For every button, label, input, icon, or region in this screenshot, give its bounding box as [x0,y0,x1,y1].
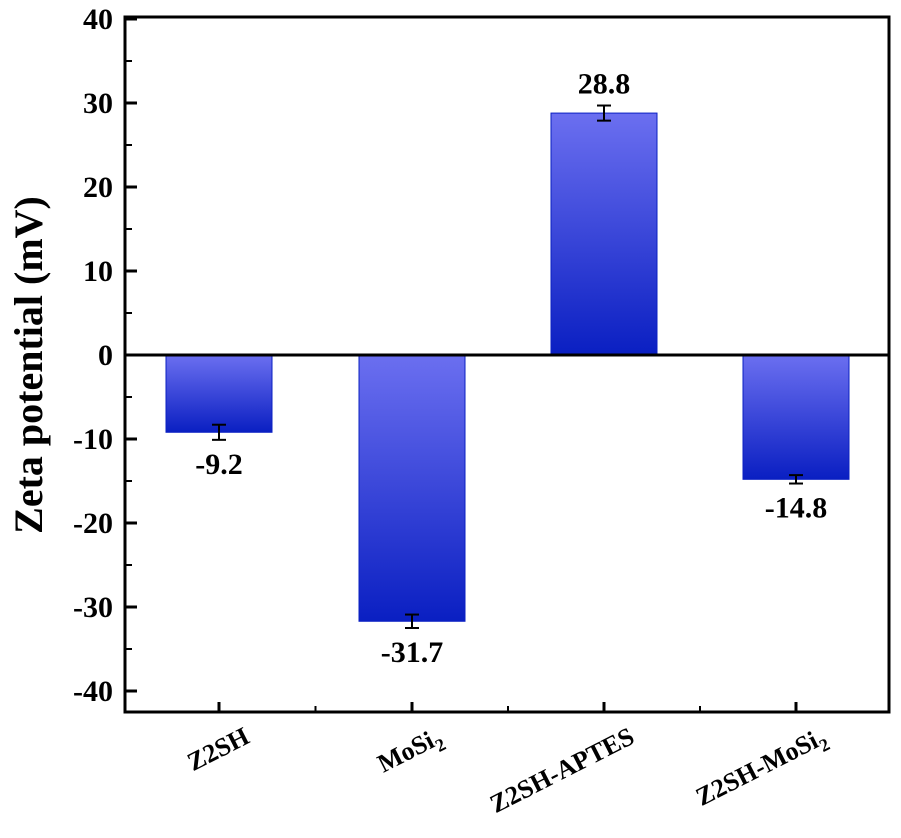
y-tick-label: -30 [73,591,113,624]
y-tick-label: -20 [73,507,113,540]
bar-1 [165,354,273,433]
category-label-2: MoSi2 [373,722,449,783]
y-tick-label: -40 [73,675,113,708]
error-bars [212,104,803,629]
category-label-1: Z2SH [183,722,254,777]
y-tick-label: 10 [83,255,113,288]
y-tick-label: 30 [83,87,113,120]
y-tick-label: -10 [73,423,113,456]
y-tick-label: 0 [98,339,113,372]
value-label-1: -9.2 [195,448,243,481]
y-tick-label: 20 [83,171,113,204]
category-label-3: Z2SH-APTES [485,722,638,819]
value-label-3: 28.8 [578,68,631,101]
y-axis-ticks: 40 30 20 10 0 -10 -20 -30 -40 [73,3,137,708]
value-label-2: -31.7 [381,636,444,669]
bar-4 [742,354,850,480]
value-labels: -9.2 -31.7 28.8 -14.8 [195,68,827,669]
value-label-4: -14.8 [765,492,828,525]
bars [165,112,850,622]
bar-3 [550,112,658,356]
y-axis-title: Zeta potential (mV) [6,196,51,534]
bar-2 [358,354,466,622]
category-label-4: Z2SH-MoSi2 [691,722,833,817]
x-axis-labels: Z2SH MoSi2 Z2SH-APTES Z2SH-MoSi2 [183,702,833,819]
y-tick-label: 40 [83,3,113,36]
